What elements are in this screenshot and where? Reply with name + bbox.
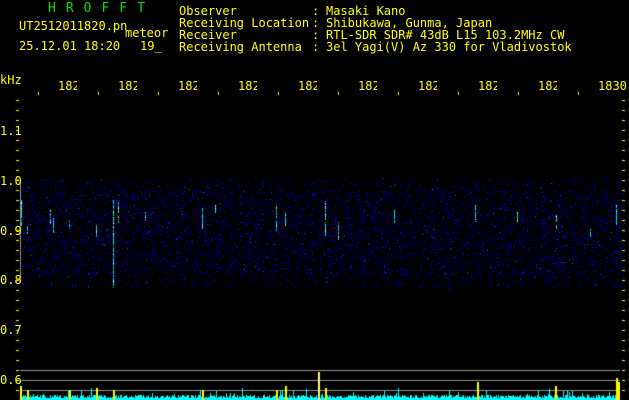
label-location: Receiving Location [179,16,310,30]
time-tick: 1827 [418,80,437,92]
value-observer: Masaki Kano [326,4,406,18]
value-antenna: 3el Yagi(V) Az 330 for Vladivostok [326,40,572,54]
colon: : [312,4,320,18]
time-tick: 1824 [238,80,257,92]
label-receiver: Receiver [179,28,237,42]
y-tick: 0.7 [0,323,22,337]
value-location: Shibukawa, Gunma, Japan [326,16,493,30]
colon: : [312,16,320,30]
time-tick: 1828 [478,80,497,92]
y-tick: 0.8 [0,273,22,287]
filename: UT2512011820.pn [19,19,128,33]
y-tick: 1.1 [0,124,22,138]
time-tick: 1830 [598,80,627,92]
colon: : [312,40,320,54]
mode-label: meteor [125,26,169,40]
app-title: HROFFT [48,1,155,16]
y-unit: kHz [0,73,22,87]
label-observer: Observer [179,4,237,18]
time-tick: 1829 [538,80,557,92]
y-tick: 0.9 [0,224,22,238]
colon: : [312,28,320,42]
y-tick: 0.6 [0,373,22,387]
datetime: 25.12.01 18:20 [19,39,121,53]
time-tick: 1825 [298,80,317,92]
value-receiver: RTL-SDR SDR# 43dB L15 103.2MHz CW [326,28,565,42]
y-tick: 1.0 [0,174,22,188]
time-tick: 1826 [358,80,377,92]
label-antenna: Receiving Antenna [179,40,302,54]
time-tick: 1823 [178,80,197,92]
time-tick: 1822 [118,80,137,92]
detection-count: 19_ [140,39,162,53]
